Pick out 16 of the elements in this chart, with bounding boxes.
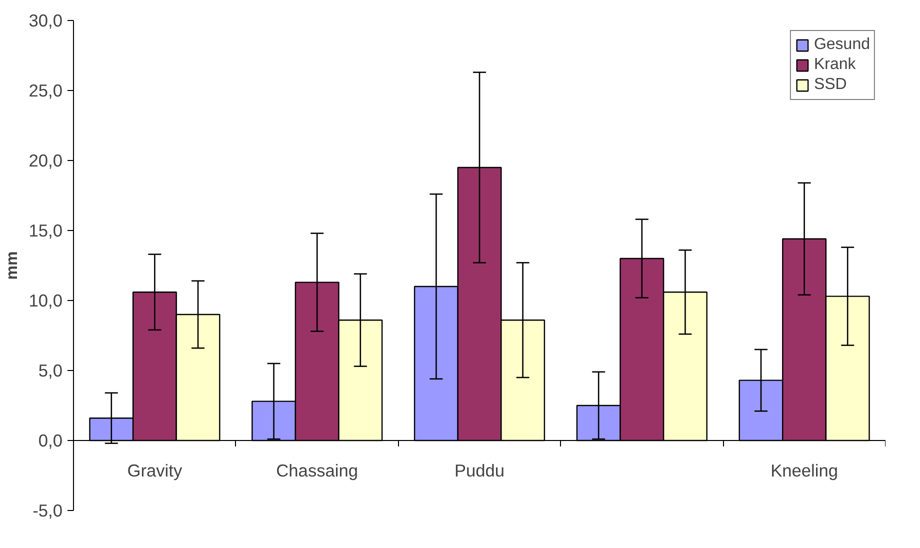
legend-label: Krank [814,55,856,75]
y-tick-label: 25,0 [28,80,63,100]
y-tick-label: 20,0 [28,150,63,170]
y-tick-label: 15,0 [28,220,63,240]
legend-label: SSD [814,75,847,95]
y-tick-label: 30,0 [28,10,63,30]
y-axis-title: mm [4,251,21,280]
x-tick-label: Kneeling [770,460,838,480]
x-tick-label: Gravity [127,460,182,480]
y-tick-label: 0,0 [38,430,63,450]
x-tick-label: Puddu [454,460,505,480]
y-tick-label: 10,0 [28,290,63,310]
x-tick-label: Chassaing [276,460,358,480]
legend-label: Gesund [814,35,870,55]
y-tick-label: -5,0 [32,500,62,520]
y-tick-label: 5,0 [38,360,63,380]
